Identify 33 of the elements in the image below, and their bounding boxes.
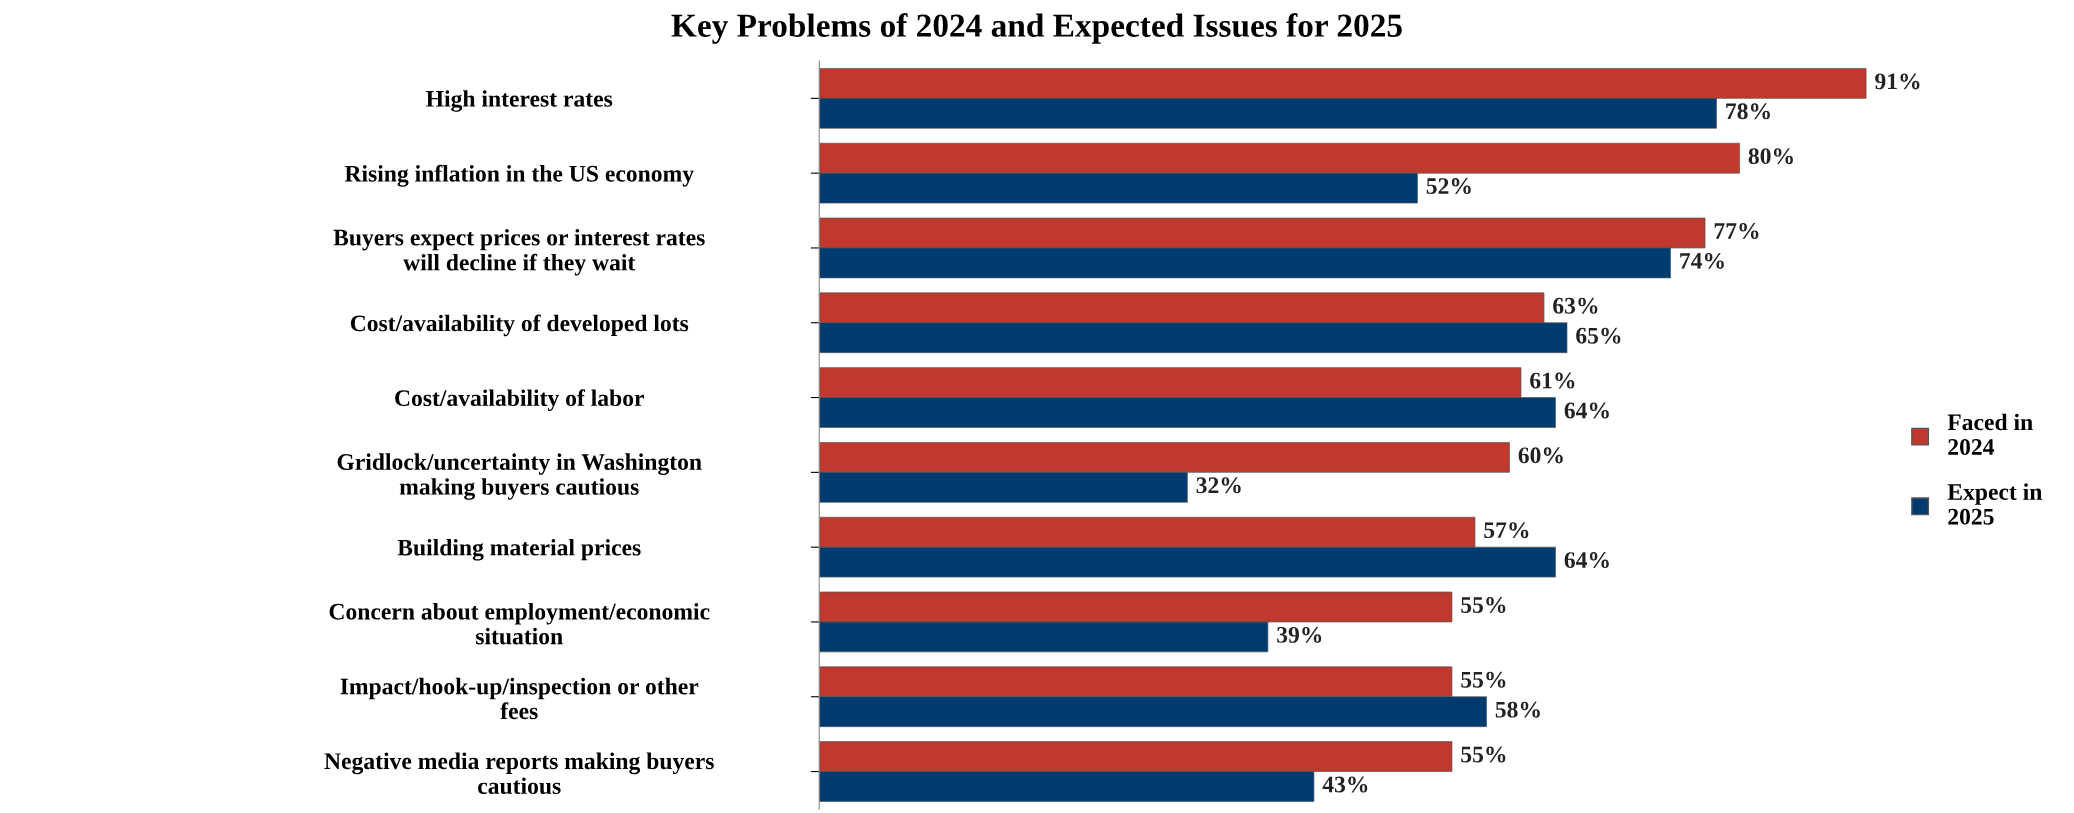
y-tick-label: Gridlock/uncertainty in Washington making buyers cautious xyxy=(337,453,702,500)
data-label: 55% xyxy=(1461,746,1506,763)
data-label: 63% xyxy=(1553,297,1598,314)
data-label: 39% xyxy=(1277,626,1322,643)
data-label: 80% xyxy=(1748,148,1793,165)
data-label: 57% xyxy=(1484,522,1529,539)
y-tick-label: Building material prices xyxy=(397,538,641,561)
data-label: 64% xyxy=(1564,402,1609,419)
y-tick-label: Cost/availability of labor xyxy=(395,389,644,411)
data-label: 55% xyxy=(1461,596,1506,613)
legend-label: Faced in 2024 xyxy=(1947,413,2033,455)
data-label: 32% xyxy=(1196,477,1241,494)
data-label: 78% xyxy=(1726,103,1770,120)
y-tick-label: Negative media reports making buyers cautious xyxy=(324,752,714,795)
data-label: 55% xyxy=(1461,671,1506,688)
data-label: 74% xyxy=(1680,252,1724,269)
data-label: 60% xyxy=(1518,447,1563,464)
y-tick-label: Concern about employment/economic situation xyxy=(329,603,710,645)
y-tick-label: Buyers expect prices or interest rates will decline if they wait xyxy=(333,228,705,276)
y-tick-label: High interest rates xyxy=(426,90,613,112)
y-tick-label: Impact/hook-up/inspection or other fees xyxy=(340,677,699,720)
chart-title: Key Problems of 2024 and Expected Issues for 2025 xyxy=(671,13,1402,44)
data-label: 65% xyxy=(1576,327,1621,344)
y-tick-label: Cost/availability of developed lots xyxy=(350,314,689,337)
data-label: 77% xyxy=(1714,222,1759,239)
data-label: 43% xyxy=(1322,776,1368,793)
data-label: 91% xyxy=(1875,73,1920,90)
data-label: 61% xyxy=(1530,372,1575,389)
legend-label: Expect in 2025 xyxy=(1947,483,2043,525)
y-tick-label: Rising inflation in the US economy xyxy=(344,164,694,187)
data-label: 64% xyxy=(1564,552,1609,569)
data-label: 58% xyxy=(1495,701,1540,718)
data-label: 52% xyxy=(1426,178,1471,195)
